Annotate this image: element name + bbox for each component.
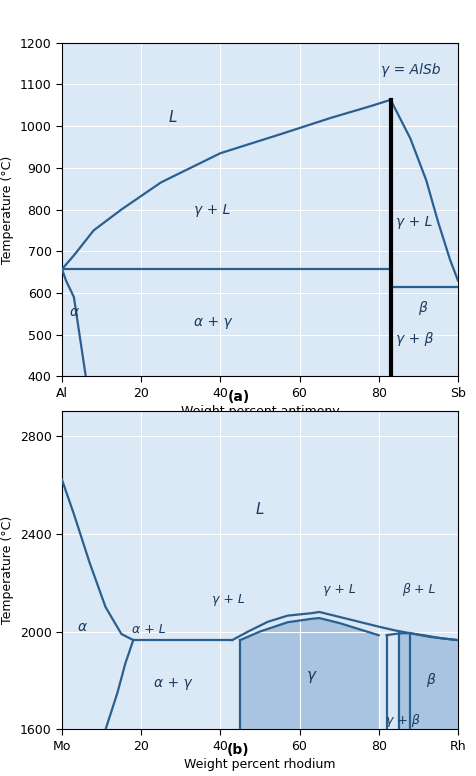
Y-axis label: Temperature (°C): Temperature (°C) — [1, 516, 14, 625]
Text: γ + L: γ + L — [194, 203, 230, 217]
Text: γ: γ — [306, 668, 315, 683]
X-axis label: Weight percent rhodium: Weight percent rhodium — [184, 758, 335, 771]
X-axis label: Weight percent antimony: Weight percent antimony — [180, 405, 338, 418]
Text: γ + β: γ + β — [395, 332, 432, 346]
Text: β: β — [425, 674, 434, 688]
Polygon shape — [239, 618, 378, 729]
Text: β + L: β + L — [401, 584, 434, 597]
Y-axis label: Temperature (°C): Temperature (°C) — [1, 155, 14, 264]
Text: α + γ: α + γ — [193, 315, 231, 329]
Text: α + γ: α + γ — [154, 676, 191, 690]
Text: α: α — [77, 620, 86, 634]
Text: γ + β: γ + β — [385, 715, 418, 727]
Text: L: L — [168, 110, 177, 125]
Text: γ + L: γ + L — [211, 593, 244, 606]
Text: L: L — [255, 501, 264, 517]
Text: γ + L: γ + L — [396, 215, 432, 229]
Text: α: α — [69, 305, 78, 319]
Text: γ = AlSb: γ = AlSb — [380, 63, 439, 77]
Text: (b): (b) — [227, 743, 249, 757]
Text: β: β — [417, 300, 426, 314]
Text: α + L: α + L — [132, 622, 166, 636]
Polygon shape — [397, 633, 457, 729]
Text: (a): (a) — [227, 390, 249, 404]
Text: γ + L: γ + L — [322, 584, 355, 597]
